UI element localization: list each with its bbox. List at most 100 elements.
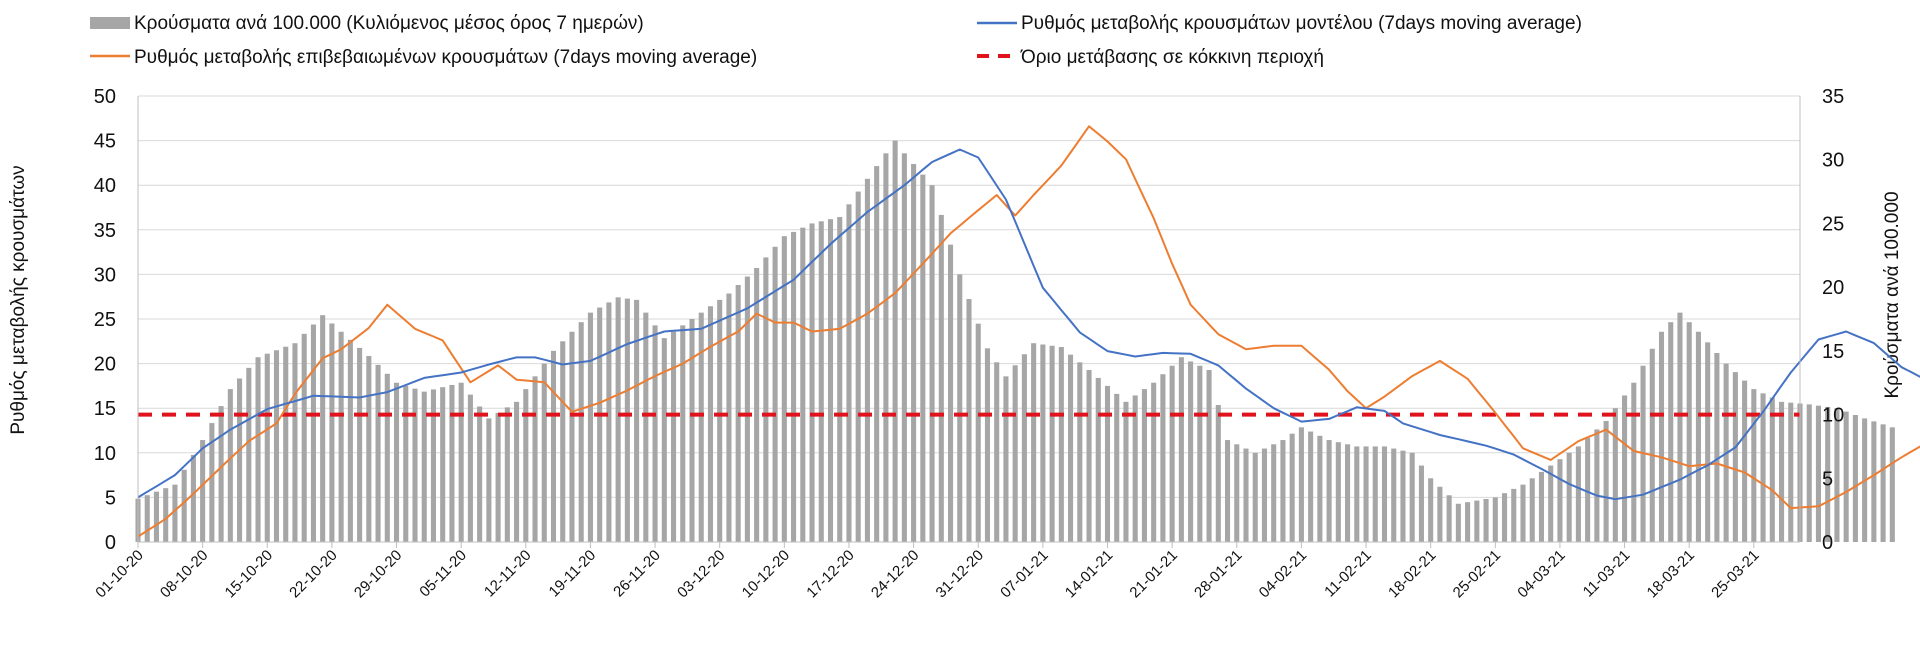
bar [901, 153, 907, 543]
x-tick-label: 31-12-20 [933, 547, 987, 601]
bar [532, 376, 538, 542]
bar [1049, 345, 1055, 542]
bar [292, 343, 298, 542]
bar [707, 306, 714, 542]
bar [689, 319, 695, 542]
bar [1095, 377, 1101, 542]
bar [477, 406, 483, 542]
x-tick-label: 18-02-21 [1385, 547, 1439, 601]
bar [1160, 374, 1166, 542]
x-tick-label: 14-01-21 [1062, 547, 1116, 601]
x-tick-label: 18-03-21 [1644, 547, 1698, 601]
bar [1104, 385, 1111, 542]
bar [495, 412, 501, 542]
bar [458, 382, 464, 542]
bar [320, 315, 326, 542]
bar [947, 244, 954, 542]
bar [929, 185, 935, 542]
y-left-tick-label: 15 [94, 398, 116, 420]
bar [1474, 500, 1480, 542]
bar [514, 401, 520, 542]
bar [578, 322, 584, 542]
bar [181, 469, 187, 542]
confirmed-line [137, 125, 1920, 538]
bar [1215, 405, 1221, 542]
bar [1021, 354, 1027, 542]
x-tick-label: 04-03-21 [1514, 547, 1568, 601]
bar [994, 362, 1000, 542]
bar [624, 298, 630, 542]
bar [384, 373, 390, 542]
bar [504, 407, 510, 542]
y-axis-right-title: Κρούσματα ανά 100.000 [1882, 191, 1903, 398]
bar [1649, 348, 1655, 542]
bar [1788, 402, 1794, 542]
bar [1825, 406, 1831, 542]
bar [1391, 448, 1397, 542]
bar [1363, 446, 1369, 542]
bar [393, 382, 400, 542]
y-left-tick-label: 0 [105, 532, 116, 554]
bar [1409, 452, 1415, 542]
bar [569, 331, 575, 542]
bar [1520, 484, 1526, 542]
x-tick-label: 29-10-20 [351, 547, 405, 601]
bar [523, 389, 529, 542]
bar [744, 276, 750, 542]
bar [329, 323, 335, 542]
bar [1760, 393, 1766, 542]
bar [1557, 459, 1563, 542]
bar [1483, 498, 1489, 542]
bar [1243, 448, 1249, 542]
y-left-tick-label: 35 [94, 220, 116, 242]
bar [717, 299, 723, 542]
bar [726, 293, 732, 542]
bar [1086, 369, 1092, 542]
legend: Κρούσματα ανά 100.000 (Κυλιόμενος μέσος … [90, 13, 1582, 68]
bar [1003, 376, 1009, 542]
y-left-tick-label: 25 [94, 309, 116, 331]
bar [1871, 421, 1877, 542]
bar [1594, 429, 1600, 542]
bar [1354, 446, 1360, 542]
y-left-tick-label: 10 [94, 443, 116, 465]
y-axis-right-ticks: 0 5 10 15 20 25 30 35 [1822, 86, 1844, 554]
line-series [137, 125, 1920, 538]
x-tick-label: 28-01-21 [1191, 547, 1245, 601]
bar [486, 418, 492, 542]
bar [984, 348, 991, 542]
bar [1141, 389, 1147, 542]
bar [1058, 347, 1064, 542]
bar [1289, 433, 1295, 542]
bar [218, 406, 224, 542]
bar [255, 357, 261, 542]
y-left-tick-label: 30 [94, 264, 116, 286]
legend-item-threshold: Όριο μετάβασης σε κόκκινη περιοχή [977, 47, 1324, 68]
bar [421, 391, 427, 542]
bar [430, 389, 437, 542]
bar [1418, 465, 1424, 542]
bar [1566, 452, 1572, 542]
bar [1511, 488, 1517, 542]
bar [772, 246, 778, 543]
bar [1714, 352, 1720, 542]
x-tick-label: 22-10-20 [286, 547, 340, 601]
bar [172, 484, 178, 542]
y-right-tick-label: 15 [1822, 341, 1844, 363]
bar [1372, 446, 1378, 542]
bar [1123, 401, 1129, 542]
bar [781, 236, 787, 542]
bar [864, 178, 870, 543]
bar [818, 221, 824, 543]
bar [1742, 380, 1748, 542]
bar [467, 394, 473, 542]
bar [1224, 440, 1231, 542]
bar [938, 214, 944, 542]
bar [606, 302, 612, 542]
bar [1381, 446, 1388, 542]
x-tick-label: 24-12-20 [868, 547, 922, 601]
x-tick-label: 11-02-21 [1321, 547, 1375, 601]
bar [1622, 395, 1628, 542]
bar [347, 339, 353, 542]
bar [1298, 427, 1304, 542]
